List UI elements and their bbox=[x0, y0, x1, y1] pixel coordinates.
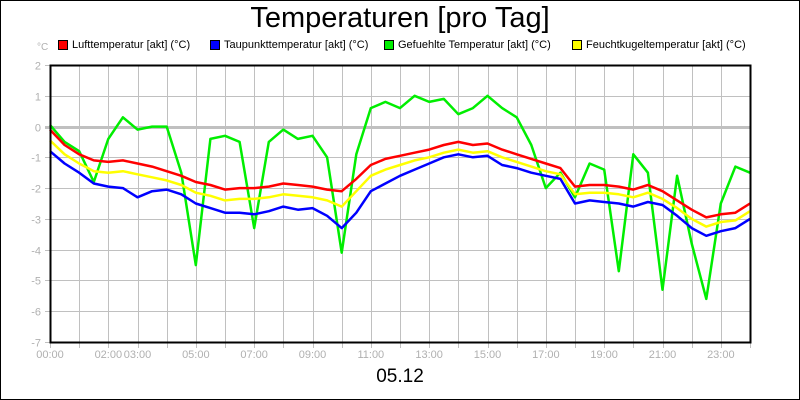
y-tick-label: -2 bbox=[31, 184, 41, 196]
series-line-0 bbox=[49, 128, 751, 219]
y-tick-label: -7 bbox=[31, 338, 41, 350]
y-unit-label: °C bbox=[37, 42, 49, 53]
legend-swatch-red bbox=[58, 40, 68, 50]
legend-label: Feuchtkugeltemperatur [akt] (°C) bbox=[586, 39, 746, 51]
series-line-3 bbox=[49, 139, 751, 228]
x-tick-label: 09:00 bbox=[299, 349, 327, 361]
x-tick-label: 23:00 bbox=[707, 349, 735, 361]
legend-swatch-green bbox=[384, 40, 394, 50]
y-tick-label: -3 bbox=[31, 215, 41, 227]
legend-item-feuchtkugeltemperatur: Feuchtkugeltemperatur [akt] (°C) bbox=[572, 38, 746, 52]
y-tick-label: -1 bbox=[31, 153, 41, 165]
y-tick-label: 1 bbox=[35, 92, 41, 104]
x-tick-label: 15:00 bbox=[474, 349, 502, 361]
y-tick-label: -4 bbox=[31, 246, 41, 258]
x-tick-label: 05:00 bbox=[182, 349, 210, 361]
chart-title: Temperaturen [pro Tag] bbox=[250, 2, 550, 34]
plot-border bbox=[49, 64, 752, 344]
legend: Lufttemperatur [akt] (°C) Taupunkttemper… bbox=[58, 38, 746, 52]
x-tick-label: 03:00 bbox=[124, 349, 152, 361]
x-tick-label: 07:00 bbox=[240, 349, 268, 361]
x-tick-label: 13:00 bbox=[415, 349, 443, 361]
y-tick-label: 0 bbox=[35, 123, 41, 135]
x-tick-label: 02:00 bbox=[95, 349, 123, 361]
date-label: 05.12 bbox=[376, 366, 424, 387]
x-tick-label: 11:00 bbox=[357, 349, 384, 361]
x-tick-label: 17:00 bbox=[532, 349, 560, 361]
y-tick-label: 2 bbox=[35, 61, 41, 73]
legend-swatch-yellow bbox=[572, 40, 582, 50]
series-line-2 bbox=[49, 94, 751, 301]
legend-item-lufttemperatur: Lufttemperatur [akt] (°C) bbox=[58, 38, 210, 52]
y-tick-label: -6 bbox=[31, 307, 41, 319]
legend-item-gefuehlte-temperatur: Gefuehlte Temperatur [akt] (°C) bbox=[384, 38, 572, 52]
legend-label: Gefuehlte Temperatur [akt] (°C) bbox=[398, 39, 551, 51]
x-tick-label: 21:00 bbox=[649, 349, 677, 361]
x-tick-label: 00:00 bbox=[36, 349, 64, 361]
legend-label: Taupunkttemperatur [akt] (°C) bbox=[224, 39, 369, 51]
legend-label: Lufttemperatur [akt] (°C) bbox=[72, 39, 191, 51]
y-tick-label: -5 bbox=[31, 276, 41, 288]
x-tick-label: 19:00 bbox=[590, 349, 618, 361]
series-line-1 bbox=[49, 150, 751, 238]
legend-swatch-blue bbox=[210, 40, 220, 50]
legend-item-taupunkttemperatur: Taupunkttemperatur [akt] (°C) bbox=[210, 38, 384, 52]
